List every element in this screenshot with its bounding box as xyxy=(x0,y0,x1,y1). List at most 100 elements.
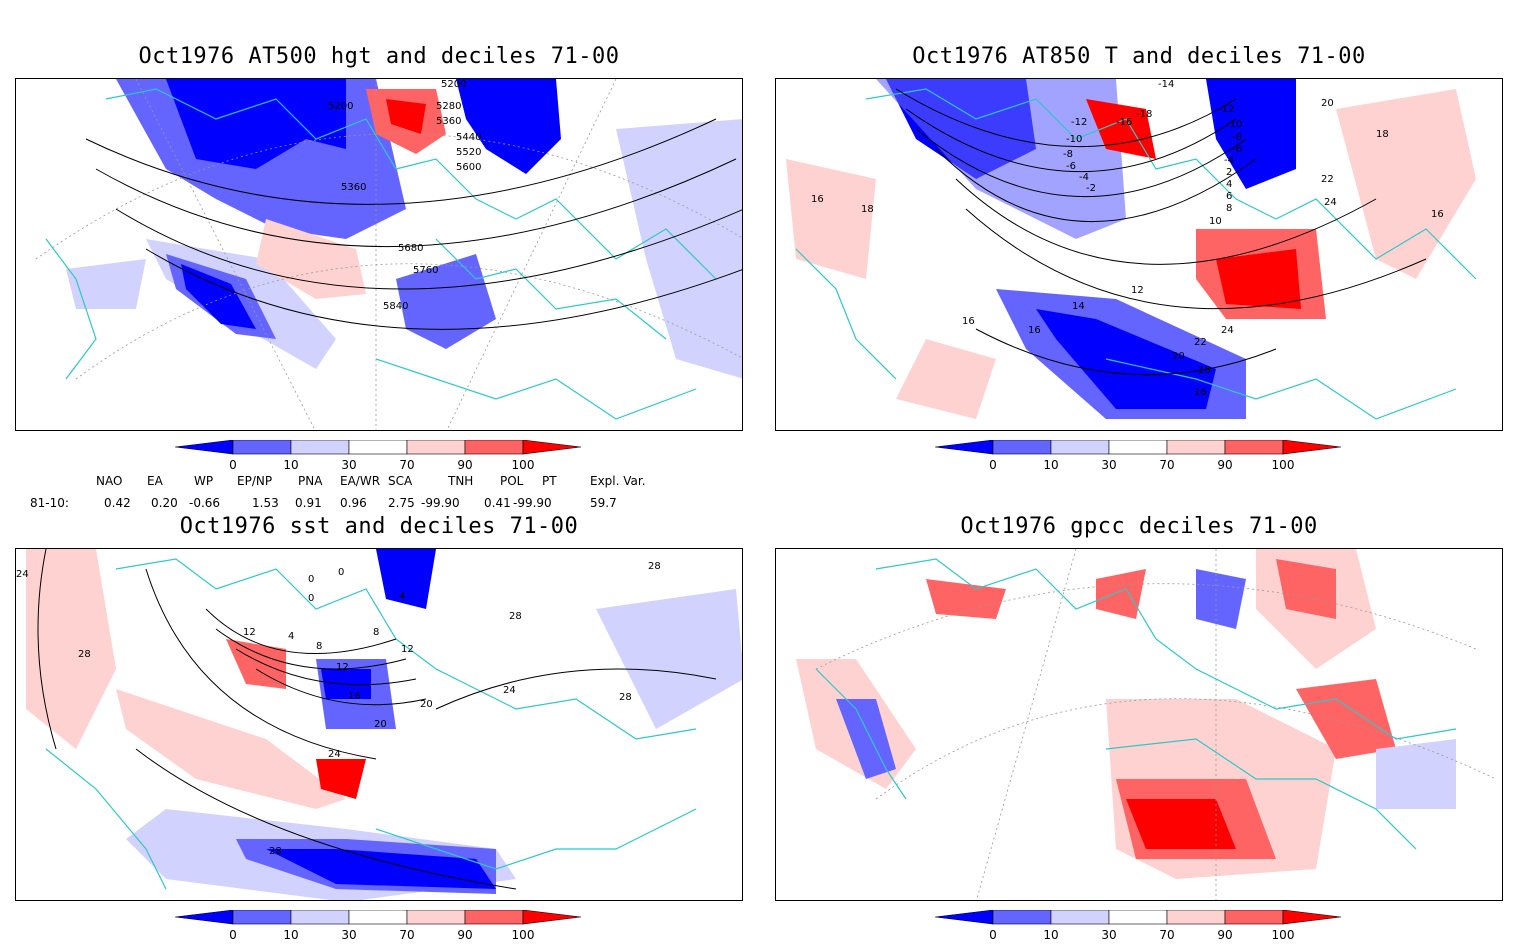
colorbar-tick: 100 xyxy=(1271,458,1295,472)
contour-label: 20 xyxy=(1172,351,1185,362)
decile-shading xyxy=(26,549,742,900)
contour-label: 8 xyxy=(316,641,323,652)
contour-label: 22 xyxy=(1321,174,1334,185)
contour-label: 22 xyxy=(1194,337,1207,348)
colorbar-tick: 10 xyxy=(283,458,299,472)
contour-label: 0 xyxy=(338,567,345,578)
colorbar-tick: 70 xyxy=(399,458,415,472)
contour-label: 4 xyxy=(399,591,406,602)
contour-label: -4 xyxy=(1079,172,1089,183)
panel-title-t850: Oct1976 AT850 T and deciles 71-00 xyxy=(912,44,1366,69)
contour-label: 20 xyxy=(1321,98,1334,109)
index-header: NAO xyxy=(96,474,123,488)
index-header: EP/NP xyxy=(237,474,273,488)
colorbar-tick: 30 xyxy=(1101,458,1117,472)
contour-label: 10 xyxy=(1209,216,1222,227)
teleconnection-indices: NAO EA WP EP/NP PNA EA/WR SCA TNH POL PT… xyxy=(0,474,700,514)
index-header: POL xyxy=(500,474,524,488)
colorbar-t850: 0 10 30 70 90 100 xyxy=(934,439,1355,482)
contour-label: 18 xyxy=(861,204,874,215)
colorbar-svg xyxy=(934,909,1342,925)
contour-label: -10 xyxy=(1066,134,1083,145)
contour-label: 18 xyxy=(1198,365,1211,376)
contours xyxy=(895,88,1427,376)
contour-label: 28 xyxy=(648,561,661,572)
graticule xyxy=(815,549,1497,900)
colorbar-gpcc: 0 10 30 70 90 100 xyxy=(934,909,1355,952)
contour-label: -2 xyxy=(1086,183,1096,194)
colorbar-tick: 90 xyxy=(457,458,473,472)
contour-label: 5200 xyxy=(328,101,354,112)
decile-shading xyxy=(796,549,1456,879)
contour-label: 4 xyxy=(1226,179,1233,190)
map-sst-svg xyxy=(26,549,742,900)
contour-label: 24 xyxy=(328,749,341,760)
contour-label: 5760 xyxy=(413,265,439,276)
colorbar-tick: 100 xyxy=(1271,928,1295,942)
index-value: 0.20 xyxy=(151,496,178,510)
colorbar-tick: 10 xyxy=(1043,928,1059,942)
contour-label: 16 xyxy=(348,691,361,702)
contour-label: 0 xyxy=(308,593,315,604)
index-value: 0.42 xyxy=(104,496,131,510)
colorbar-svg xyxy=(934,439,1342,455)
contour-label: 5680 xyxy=(398,243,424,254)
index-header: PT xyxy=(542,474,557,488)
contour-label: -8 xyxy=(1063,149,1073,160)
contour-label: 12 xyxy=(243,627,256,638)
contour-label: 12 xyxy=(336,662,349,673)
contour-label: 20 xyxy=(374,719,387,730)
index-header: PNA xyxy=(298,474,323,488)
colorbar-sst: 0 10 30 70 90 100 xyxy=(174,909,595,952)
index-value: -99.90 xyxy=(421,496,460,510)
contour-label: 24 xyxy=(1221,325,1234,336)
contour-label: 28 xyxy=(269,846,282,857)
colorbar-tick: 10 xyxy=(1043,458,1059,472)
colorbar-tick: 100 xyxy=(511,928,535,942)
index-value: 0.91 xyxy=(295,496,322,510)
map-t850: -14 -12 -10 -8 -6 -4 -2 -16 -18 -12 -10 … xyxy=(775,78,1503,431)
contour-label: 2 xyxy=(1226,167,1233,178)
contour-label: -6 xyxy=(1232,144,1242,155)
contour-label: 5200 xyxy=(441,79,467,90)
colorbar-tick: 30 xyxy=(1101,928,1117,942)
colorbar-tick: 90 xyxy=(1217,928,1233,942)
index-value: 1.53 xyxy=(252,496,279,510)
contour-label: 5840 xyxy=(383,301,409,312)
colorbar-tick: 0 xyxy=(989,928,997,942)
contours xyxy=(85,118,742,330)
decile-shading xyxy=(66,79,742,379)
decile-shading xyxy=(786,79,1476,419)
colorbar-tick: 90 xyxy=(1217,458,1233,472)
index-header: EA/WR xyxy=(340,474,381,488)
contour-label: -6 xyxy=(1066,161,1076,172)
colorbar-svg xyxy=(174,439,582,455)
colorbar-tick: 90 xyxy=(457,928,473,942)
map-hgt500-svg xyxy=(35,79,742,430)
colorbar-tick: 0 xyxy=(989,458,997,472)
index-header: WP xyxy=(194,474,214,488)
contour-label: 5280 xyxy=(436,101,462,112)
contour-label: 4 xyxy=(288,631,295,642)
contour-label: 16 xyxy=(1028,325,1041,336)
map-gpcc xyxy=(775,548,1503,901)
contour-label: -4 xyxy=(1224,155,1234,166)
coastlines xyxy=(815,558,1457,850)
contour-label: -14 xyxy=(1158,79,1175,90)
graticule xyxy=(35,79,742,430)
contour-label: 8 xyxy=(373,627,380,638)
index-header: TNH xyxy=(448,474,474,488)
colorbar-svg xyxy=(174,909,582,925)
index-value: 0.96 xyxy=(340,496,367,510)
contour-label: 16 xyxy=(811,194,824,205)
index-value: 59.7 xyxy=(590,496,617,510)
panel-title-gpcc: Oct1976 gpcc deciles 71-00 xyxy=(960,514,1318,539)
contour-label: 0 xyxy=(308,574,315,585)
index-header: EA xyxy=(147,474,163,488)
index-value: 0.41 xyxy=(484,496,511,510)
colorbar-tick: 0 xyxy=(229,458,237,472)
contour-label: 28 xyxy=(509,611,522,622)
colorbar-tick: 10 xyxy=(283,928,299,942)
index-value: -0.66 xyxy=(189,496,221,510)
contour-label: 5600 xyxy=(456,162,482,173)
